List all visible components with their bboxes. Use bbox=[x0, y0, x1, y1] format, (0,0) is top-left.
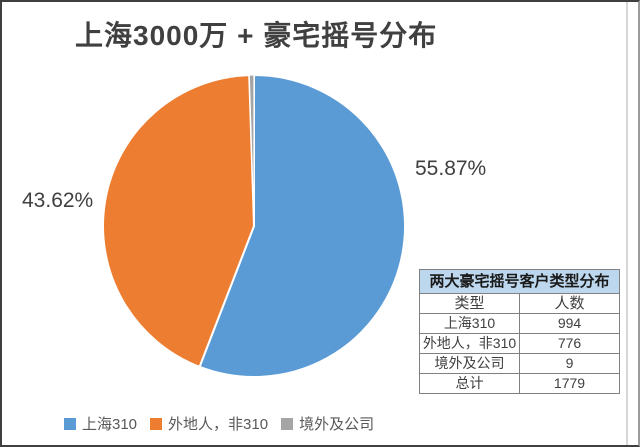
cell-count: 994 bbox=[519, 313, 620, 334]
cell-type: 境外及公司 bbox=[419, 353, 520, 374]
table-row: 境外及公司 9 bbox=[419, 353, 620, 374]
table-row: 上海310 994 bbox=[419, 313, 620, 334]
table-row: 总计 1779 bbox=[419, 373, 620, 394]
column-header-count: 人数 bbox=[519, 293, 620, 314]
legend-swatch-gray-icon bbox=[281, 417, 294, 430]
table-title-row: 两大豪宅摇号客户类型分布 bbox=[419, 269, 620, 294]
cell-type: 总计 bbox=[419, 373, 520, 394]
cell-count: 9 bbox=[519, 353, 620, 374]
page-title: 上海3000万 + 豪宅摇号分布 bbox=[75, 20, 438, 51]
data-label-nonlocal: 43.62% bbox=[22, 189, 94, 212]
legend-label: 上海310 bbox=[82, 416, 138, 433]
cell-type: 外地人，非310 bbox=[419, 333, 520, 354]
cell-count: 1779 bbox=[519, 373, 620, 394]
table-row: 外地人，非310 776 bbox=[419, 333, 620, 354]
data-label-shanghai310: 55.87% bbox=[415, 157, 487, 180]
table-header-row: 类型 人数 bbox=[419, 293, 620, 314]
right-edge-rule bbox=[626, 2, 628, 445]
pie-slice-nonlocal-non310 bbox=[102, 74, 255, 368]
chart-legend: 上海310 外地人，非310 境外及公司 bbox=[64, 413, 374, 434]
legend-swatch-orange-icon bbox=[150, 417, 163, 430]
legend-swatch-blue-icon bbox=[64, 417, 76, 430]
legend-item-overseas-company: 境外及公司 bbox=[281, 413, 374, 434]
legend-item-nonlocal-non310: 外地人，非310 bbox=[150, 413, 268, 434]
pie-slice-overseas-company bbox=[248, 74, 255, 227]
column-header-type: 类型 bbox=[419, 293, 520, 314]
legend-label: 外地人，非310 bbox=[168, 416, 269, 433]
pie-chart bbox=[102, 74, 406, 378]
table-title: 两大豪宅摇号客户类型分布 bbox=[419, 269, 620, 294]
customer-type-table: 两大豪宅摇号客户类型分布 类型 人数 上海310 994 外地人，非310 77… bbox=[419, 269, 620, 394]
cell-type: 上海310 bbox=[419, 313, 520, 334]
pie-slice-shanghai310 bbox=[198, 74, 406, 378]
cell-count: 776 bbox=[519, 333, 620, 354]
legend-label: 境外及公司 bbox=[299, 416, 375, 433]
legend-item-shanghai310: 上海310 bbox=[64, 413, 137, 434]
